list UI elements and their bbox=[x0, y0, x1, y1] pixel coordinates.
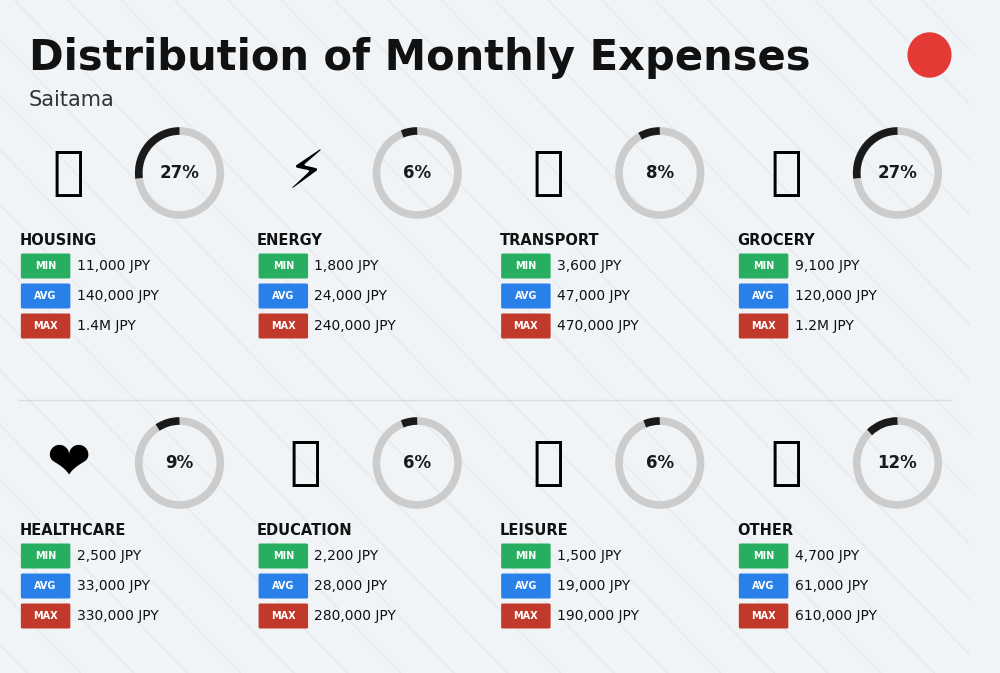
FancyBboxPatch shape bbox=[739, 604, 788, 629]
Text: MAX: MAX bbox=[751, 321, 776, 331]
Text: MAX: MAX bbox=[751, 611, 776, 621]
Text: 19,000 JPY: 19,000 JPY bbox=[557, 579, 630, 593]
Text: MAX: MAX bbox=[514, 611, 538, 621]
Text: MAX: MAX bbox=[271, 611, 296, 621]
Text: HEALTHCARE: HEALTHCARE bbox=[19, 523, 126, 538]
Text: MAX: MAX bbox=[514, 321, 538, 331]
Text: OTHER: OTHER bbox=[737, 523, 794, 538]
Text: 1.2M JPY: 1.2M JPY bbox=[795, 319, 854, 333]
Text: 330,000 JPY: 330,000 JPY bbox=[77, 609, 158, 623]
Text: 28,000 JPY: 28,000 JPY bbox=[314, 579, 387, 593]
Text: EDUCATION: EDUCATION bbox=[257, 523, 353, 538]
Text: 61,000 JPY: 61,000 JPY bbox=[795, 579, 868, 593]
Text: 9,100 JPY: 9,100 JPY bbox=[795, 259, 859, 273]
Text: MIN: MIN bbox=[35, 261, 56, 271]
Text: 9%: 9% bbox=[165, 454, 194, 472]
Text: MIN: MIN bbox=[515, 551, 537, 561]
Text: 6%: 6% bbox=[403, 164, 431, 182]
Text: MIN: MIN bbox=[753, 551, 774, 561]
FancyBboxPatch shape bbox=[501, 544, 551, 569]
Text: TRANSPORT: TRANSPORT bbox=[500, 233, 599, 248]
Text: AVG: AVG bbox=[752, 581, 775, 591]
Text: 👜: 👜 bbox=[770, 437, 802, 489]
Text: 47,000 JPY: 47,000 JPY bbox=[557, 289, 630, 303]
Text: 8%: 8% bbox=[646, 164, 674, 182]
Text: 240,000 JPY: 240,000 JPY bbox=[314, 319, 396, 333]
Text: MIN: MIN bbox=[273, 551, 294, 561]
Text: MIN: MIN bbox=[273, 261, 294, 271]
FancyBboxPatch shape bbox=[501, 604, 551, 629]
FancyBboxPatch shape bbox=[21, 544, 70, 569]
Text: 190,000 JPY: 190,000 JPY bbox=[557, 609, 639, 623]
FancyBboxPatch shape bbox=[259, 314, 308, 339]
FancyBboxPatch shape bbox=[259, 254, 308, 279]
Text: 140,000 JPY: 140,000 JPY bbox=[77, 289, 159, 303]
Text: 27%: 27% bbox=[878, 164, 917, 182]
FancyBboxPatch shape bbox=[21, 604, 70, 629]
Text: 33,000 JPY: 33,000 JPY bbox=[77, 579, 150, 593]
FancyBboxPatch shape bbox=[259, 544, 308, 569]
Text: 4,700 JPY: 4,700 JPY bbox=[795, 549, 859, 563]
FancyBboxPatch shape bbox=[739, 254, 788, 279]
Circle shape bbox=[908, 33, 951, 77]
Text: 1,800 JPY: 1,800 JPY bbox=[314, 259, 379, 273]
Text: 6%: 6% bbox=[403, 454, 431, 472]
FancyBboxPatch shape bbox=[501, 573, 551, 598]
FancyBboxPatch shape bbox=[501, 254, 551, 279]
Text: 🛒: 🛒 bbox=[770, 147, 802, 199]
Text: MIN: MIN bbox=[35, 551, 56, 561]
Text: AVG: AVG bbox=[272, 291, 295, 301]
Text: 11,000 JPY: 11,000 JPY bbox=[77, 259, 150, 273]
FancyBboxPatch shape bbox=[739, 283, 788, 308]
Text: MAX: MAX bbox=[271, 321, 296, 331]
Text: 1.4M JPY: 1.4M JPY bbox=[77, 319, 136, 333]
Text: 🚌: 🚌 bbox=[532, 147, 564, 199]
Text: AVG: AVG bbox=[34, 291, 57, 301]
Text: 120,000 JPY: 120,000 JPY bbox=[795, 289, 877, 303]
FancyBboxPatch shape bbox=[739, 314, 788, 339]
Text: ENERGY: ENERGY bbox=[257, 233, 323, 248]
Text: MAX: MAX bbox=[33, 321, 58, 331]
FancyBboxPatch shape bbox=[21, 573, 70, 598]
Text: 3,600 JPY: 3,600 JPY bbox=[557, 259, 621, 273]
FancyBboxPatch shape bbox=[739, 544, 788, 569]
Text: MIN: MIN bbox=[753, 261, 774, 271]
Text: GROCERY: GROCERY bbox=[737, 233, 815, 248]
Text: AVG: AVG bbox=[272, 581, 295, 591]
Text: 6%: 6% bbox=[646, 454, 674, 472]
Text: 🏗: 🏗 bbox=[52, 147, 84, 199]
Text: MAX: MAX bbox=[33, 611, 58, 621]
FancyBboxPatch shape bbox=[259, 573, 308, 598]
Text: 470,000 JPY: 470,000 JPY bbox=[557, 319, 639, 333]
Text: 🎓: 🎓 bbox=[290, 437, 321, 489]
FancyBboxPatch shape bbox=[21, 254, 70, 279]
Text: 280,000 JPY: 280,000 JPY bbox=[314, 609, 396, 623]
Text: ⚡: ⚡ bbox=[287, 147, 324, 199]
Text: 24,000 JPY: 24,000 JPY bbox=[314, 289, 387, 303]
Text: 610,000 JPY: 610,000 JPY bbox=[795, 609, 877, 623]
Text: 1,500 JPY: 1,500 JPY bbox=[557, 549, 621, 563]
FancyBboxPatch shape bbox=[259, 283, 308, 308]
Text: MIN: MIN bbox=[515, 261, 537, 271]
Text: ❤: ❤ bbox=[46, 437, 90, 489]
FancyBboxPatch shape bbox=[21, 314, 70, 339]
Text: AVG: AVG bbox=[34, 581, 57, 591]
Text: 12%: 12% bbox=[878, 454, 917, 472]
FancyBboxPatch shape bbox=[501, 314, 551, 339]
Text: HOUSING: HOUSING bbox=[19, 233, 97, 248]
Text: 2,200 JPY: 2,200 JPY bbox=[314, 549, 379, 563]
Text: AVG: AVG bbox=[515, 581, 537, 591]
Text: Saitama: Saitama bbox=[29, 90, 115, 110]
Text: 2,500 JPY: 2,500 JPY bbox=[77, 549, 141, 563]
FancyBboxPatch shape bbox=[259, 604, 308, 629]
Text: LEISURE: LEISURE bbox=[500, 523, 568, 538]
Text: AVG: AVG bbox=[752, 291, 775, 301]
Text: 27%: 27% bbox=[160, 164, 199, 182]
Text: Distribution of Monthly Expenses: Distribution of Monthly Expenses bbox=[29, 37, 811, 79]
FancyBboxPatch shape bbox=[21, 283, 70, 308]
FancyBboxPatch shape bbox=[739, 573, 788, 598]
Text: 🛍: 🛍 bbox=[532, 437, 564, 489]
FancyBboxPatch shape bbox=[501, 283, 551, 308]
Text: AVG: AVG bbox=[515, 291, 537, 301]
